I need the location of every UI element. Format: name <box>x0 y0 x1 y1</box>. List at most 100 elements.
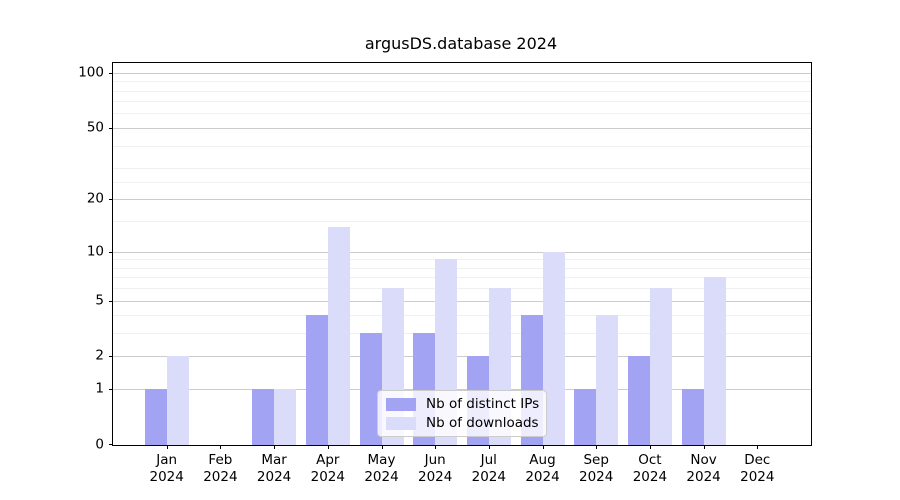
minor-gridline <box>113 267 811 269</box>
x-tick-label: Mar 2024 <box>257 452 291 487</box>
y-tick-label: 10 <box>86 243 104 260</box>
x-tick-year: 2024 <box>525 469 560 486</box>
y-tick-label: 20 <box>86 191 104 208</box>
x-tick-year: 2024 <box>632 469 668 486</box>
minor-gridline <box>113 81 811 83</box>
y-tick-label: 1 <box>95 380 104 397</box>
y-tick-label: 100 <box>78 64 104 81</box>
bar-distinct-ips-may <box>359 333 382 445</box>
legend-label-distinct-ips: Nb of distinct IPs <box>426 396 540 412</box>
minor-gridline <box>113 182 811 184</box>
x-tick-mark <box>649 445 651 449</box>
x-tick-label: Jul 2024 <box>472 452 506 487</box>
legend-item: Nb of distinct IPs <box>386 396 546 412</box>
x-tick-label: Apr 2024 <box>311 452 345 487</box>
major-gridline <box>113 72 811 74</box>
x-tick-year: 2024 <box>310 469 345 486</box>
bar-distinct-ips-jan <box>144 389 167 445</box>
x-tick-mark <box>703 445 705 449</box>
x-tick-year: 2024 <box>149 469 184 486</box>
x-tick-month: Mar <box>261 452 287 468</box>
y-tick-mark <box>109 389 113 391</box>
x-tick-label: Sep 2024 <box>579 452 613 487</box>
minor-gridline <box>113 90 811 92</box>
minor-gridline <box>113 259 811 261</box>
legend-item: Nb of downloads <box>386 415 546 431</box>
x-tick-year: 2024 <box>418 469 453 486</box>
minor-gridline <box>113 168 811 169</box>
legend-label-downloads: Nb of downloads <box>426 415 539 431</box>
bar-distinct-ips-nov <box>681 389 704 445</box>
x-tick-mark <box>542 445 544 449</box>
minor-gridline <box>113 101 811 103</box>
x-tick-label: May 2024 <box>364 452 398 487</box>
x-tick-label: Jun 2024 <box>418 452 452 487</box>
bar-downloads-aug <box>542 251 565 445</box>
x-tick-year: 2024 <box>203 469 238 486</box>
chart-title: argusDS.database 2024 <box>364 34 558 53</box>
y-tick-label: 0 <box>95 436 104 453</box>
x-tick-label: Dec 2024 <box>740 452 774 487</box>
y-tick-mark <box>109 72 113 74</box>
legend: Nb of distinct IPs Nb of downloads <box>377 390 547 437</box>
bar-downloads-mar <box>274 389 297 445</box>
x-tick-year: 2024 <box>740 469 775 486</box>
x-tick-mark <box>166 445 168 449</box>
x-tick-month: Apr <box>316 452 340 468</box>
major-gridline <box>113 199 811 201</box>
x-tick-year: 2024 <box>471 469 506 486</box>
x-tick-mark <box>435 445 437 449</box>
x-tick-month: Jan <box>156 452 178 468</box>
x-tick-month: Oct <box>638 452 662 468</box>
x-tick-label: Aug 2024 <box>525 452 559 487</box>
x-tick-mark <box>327 445 329 449</box>
y-tick-mark <box>109 300 113 302</box>
bar-distinct-ips-sep <box>574 389 597 445</box>
bar-downloads-jan <box>166 356 189 445</box>
x-tick-mark <box>488 445 490 449</box>
bar-downloads-sep <box>596 315 619 445</box>
minor-gridline <box>113 221 811 223</box>
legend-swatch-distinct-ips <box>386 397 416 411</box>
x-tick-month: Feb <box>208 452 233 468</box>
x-tick-month: Nov <box>690 452 717 468</box>
x-tick-year: 2024 <box>579 469 614 486</box>
x-tick-mark <box>220 445 222 449</box>
y-tick-mark <box>109 444 113 445</box>
x-tick-year: 2024 <box>686 469 721 486</box>
x-tick-month: Jul <box>480 452 497 468</box>
bar-downloads-oct <box>649 288 672 445</box>
bar-distinct-ips-oct <box>627 356 650 445</box>
y-tick-mark <box>109 199 113 201</box>
x-tick-label: Nov 2024 <box>686 452 720 487</box>
x-tick-month: Aug <box>529 452 556 468</box>
x-tick-label: Oct 2024 <box>633 452 667 487</box>
x-tick-month: Jun <box>424 452 446 468</box>
minor-gridline <box>113 145 811 147</box>
major-gridline <box>113 127 811 129</box>
y-tick-mark <box>109 251 113 253</box>
y-tick-label: 50 <box>86 119 104 136</box>
bar-distinct-ips-apr <box>305 315 328 445</box>
x-tick-mark <box>757 445 759 449</box>
major-gridline <box>113 251 811 253</box>
minor-gridline <box>113 113 811 115</box>
bar-distinct-ips-mar <box>252 389 275 445</box>
y-tick-mark <box>109 127 113 129</box>
x-tick-mark <box>274 445 276 449</box>
legend-swatch-downloads <box>386 416 416 430</box>
y-tick-label: 5 <box>95 292 104 309</box>
plot-area: 0 1 2 5 10 20 50 100 Jan 2024 Feb 2024 Mar 2024 Apr 202… <box>78 62 812 485</box>
bar-downloads-apr <box>327 226 350 445</box>
bar-downloads-nov <box>703 277 726 445</box>
y-tick-label: 2 <box>95 348 104 365</box>
y-tick-mark <box>109 356 113 358</box>
x-tick-mark <box>381 445 383 449</box>
x-tick-label: Feb 2024 <box>203 452 237 487</box>
x-tick-month: Dec <box>744 452 771 468</box>
x-tick-year: 2024 <box>364 469 399 486</box>
x-tick-month: May <box>367 452 396 468</box>
x-tick-label: Jan 2024 <box>150 452 184 487</box>
x-tick-mark <box>596 445 598 449</box>
